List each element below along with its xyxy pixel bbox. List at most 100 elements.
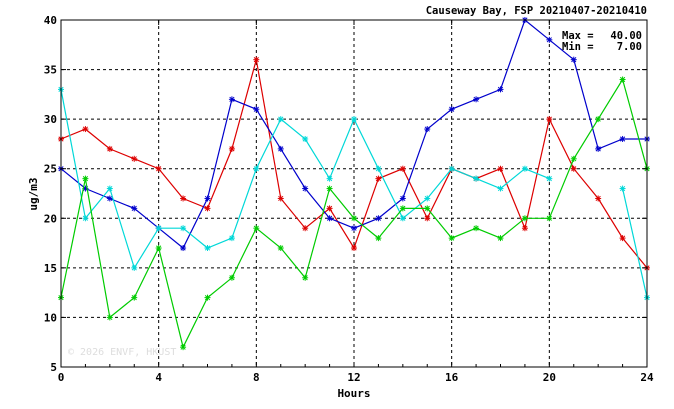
watermark: © 2026 ENVF, HKUST bbox=[68, 347, 176, 358]
data-point bbox=[497, 185, 504, 192]
data-point bbox=[424, 215, 431, 222]
data-point bbox=[619, 235, 626, 242]
data-point bbox=[497, 165, 504, 172]
data-point bbox=[253, 56, 260, 63]
data-point bbox=[228, 235, 235, 242]
data-point bbox=[595, 145, 602, 152]
data-point bbox=[448, 235, 455, 242]
data-point bbox=[131, 205, 138, 212]
data-point bbox=[180, 344, 187, 351]
data-point bbox=[619, 135, 626, 142]
data-point bbox=[521, 225, 528, 232]
x-tick-label: 12 bbox=[347, 371, 360, 384]
series-3 bbox=[58, 86, 650, 301]
y-tick-label: 40 bbox=[44, 14, 57, 27]
data-point bbox=[473, 225, 480, 232]
min-value: 7.00 bbox=[617, 41, 642, 53]
data-point bbox=[228, 96, 235, 103]
data-point bbox=[277, 245, 284, 252]
x-tick-label: 24 bbox=[640, 371, 654, 384]
data-point bbox=[106, 185, 113, 192]
data-point bbox=[204, 205, 211, 212]
data-point bbox=[302, 135, 309, 142]
data-point bbox=[521, 215, 528, 222]
data-point bbox=[180, 225, 187, 232]
y-tick-label: 10 bbox=[44, 311, 57, 324]
data-point bbox=[448, 106, 455, 113]
data-point bbox=[106, 145, 113, 152]
data-point bbox=[473, 175, 480, 182]
x-axis-label: Hours bbox=[337, 387, 370, 400]
data-point bbox=[180, 195, 187, 202]
x-tick-label: 8 bbox=[253, 371, 260, 384]
data-point bbox=[619, 185, 626, 192]
data-point bbox=[448, 165, 455, 172]
max-label: Max = bbox=[562, 30, 594, 42]
data-point bbox=[326, 215, 333, 222]
y-tick-label: 5 bbox=[50, 361, 57, 374]
y-axis-label: ug/m3 bbox=[27, 177, 40, 210]
data-point bbox=[473, 96, 480, 103]
data-point bbox=[399, 205, 406, 212]
data-point bbox=[155, 245, 162, 252]
max-value: 40.00 bbox=[610, 30, 642, 42]
series-4 bbox=[58, 76, 650, 351]
data-point bbox=[375, 235, 382, 242]
data-point bbox=[228, 145, 235, 152]
x-tick-label: 16 bbox=[445, 371, 459, 384]
data-point bbox=[204, 245, 211, 252]
chart-title: Causeway Bay, FSP 20210407-20210410 bbox=[426, 5, 647, 17]
data-point bbox=[326, 185, 333, 192]
x-tick-label: 20 bbox=[543, 371, 556, 384]
data-point bbox=[619, 76, 626, 83]
data-point bbox=[424, 195, 431, 202]
data-point bbox=[82, 175, 89, 182]
data-point bbox=[399, 195, 406, 202]
y-tick-label: 20 bbox=[44, 212, 57, 225]
y-tick-label: 25 bbox=[44, 163, 57, 176]
data-point bbox=[82, 126, 89, 133]
data-point bbox=[302, 185, 309, 192]
data-point bbox=[375, 165, 382, 172]
data-point bbox=[497, 86, 504, 93]
data-point bbox=[155, 225, 162, 232]
series-line bbox=[622, 188, 648, 298]
data-point bbox=[277, 195, 284, 202]
y-tick-label: 35 bbox=[44, 64, 57, 77]
data-point bbox=[570, 56, 577, 63]
data-point bbox=[106, 314, 113, 321]
data-point bbox=[546, 215, 553, 222]
data-point bbox=[375, 215, 382, 222]
data-point bbox=[521, 165, 528, 172]
y-tick-label: 15 bbox=[44, 262, 57, 275]
data-point bbox=[253, 106, 260, 113]
data-point bbox=[277, 145, 284, 152]
data-point bbox=[204, 294, 211, 301]
data-point bbox=[497, 235, 504, 242]
data-point bbox=[570, 155, 577, 162]
min-label: Min = bbox=[562, 41, 594, 53]
data-point bbox=[546, 36, 553, 43]
data-point bbox=[351, 225, 357, 232]
data-point bbox=[302, 274, 309, 281]
data-point bbox=[546, 175, 553, 182]
data-point bbox=[546, 116, 553, 123]
data-point bbox=[326, 175, 333, 182]
data-point bbox=[82, 215, 89, 222]
data-point bbox=[228, 274, 235, 281]
data-point bbox=[351, 116, 357, 123]
data-point bbox=[180, 245, 187, 252]
data-point bbox=[399, 165, 406, 172]
x-tick-label: 0 bbox=[58, 371, 65, 384]
data-point bbox=[131, 294, 138, 301]
data-point bbox=[351, 245, 357, 252]
data-point bbox=[253, 165, 260, 172]
data-point bbox=[595, 195, 602, 202]
axis-ticks: 0 4 8 12 16 20 24 5 10 15 20 25 30 35 40 bbox=[44, 14, 654, 384]
data-point bbox=[570, 165, 577, 172]
series-2 bbox=[58, 17, 650, 252]
data-point bbox=[424, 126, 431, 133]
data-point bbox=[326, 205, 333, 212]
data-point bbox=[424, 205, 431, 212]
